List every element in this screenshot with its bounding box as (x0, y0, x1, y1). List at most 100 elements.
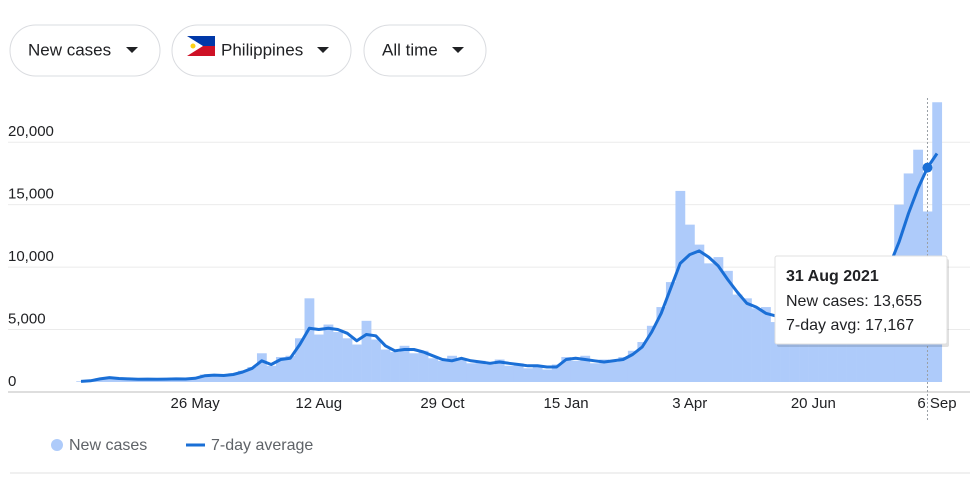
bar (190, 377, 201, 382)
bar (551, 364, 562, 382)
bar (513, 363, 524, 382)
bar (466, 363, 477, 382)
bar (380, 349, 391, 382)
bar (285, 355, 296, 382)
bar (532, 367, 543, 382)
dropdown-box[interactable] (363, 24, 487, 77)
bar (437, 360, 448, 382)
bar (542, 369, 553, 382)
y-tick-label: 20,000 (8, 123, 54, 140)
bar (295, 338, 305, 382)
tooltip-line: New cases: 13,655 (786, 293, 922, 310)
bar (675, 190, 686, 382)
bar (390, 352, 400, 382)
bar (180, 379, 191, 382)
bar (808, 314, 819, 382)
bar (104, 377, 115, 382)
x-tick-label: 20 Jun (791, 395, 836, 412)
bar (152, 379, 163, 382)
bar (485, 364, 496, 382)
plot-area: 0 5,000 10,000 15,000 20,000 26 May 12 Aug 29 O… (8, 102, 970, 412)
legend-swatch (51, 439, 63, 451)
y-tick-label: 15,000 (8, 186, 54, 203)
dropdown-label[interactable]: Philippines (221, 40, 303, 59)
bar (818, 307, 828, 382)
x-tick-label: 6 Sep (917, 395, 956, 412)
bar (218, 375, 229, 382)
bar (703, 263, 714, 382)
bar (599, 359, 610, 382)
bar (409, 353, 419, 382)
bar (494, 359, 505, 382)
bar (256, 353, 267, 382)
dropdown-label[interactable]: New cases (28, 40, 111, 59)
location-dropdown[interactable]: Philippines (171, 24, 352, 77)
legend-label: 7-day average (211, 437, 313, 454)
bar (723, 270, 733, 382)
bar (475, 360, 486, 382)
bar (428, 358, 438, 382)
bar (646, 325, 657, 382)
bar (456, 359, 467, 382)
bar (732, 294, 743, 382)
bar (742, 298, 752, 382)
bar (846, 319, 857, 382)
bar (561, 357, 572, 382)
bar (333, 332, 343, 382)
flag-icon (187, 36, 215, 56)
bar (199, 374, 210, 382)
bar (352, 344, 362, 382)
dropdown-box[interactable] (171, 24, 352, 77)
bar (637, 342, 648, 382)
y-tick-label: 5,000 (8, 311, 46, 328)
bar (570, 360, 581, 382)
tooltip-line: 7-day avg: 17,167 (786, 317, 914, 334)
bar (323, 324, 334, 382)
bar (304, 298, 315, 382)
bar (589, 363, 600, 382)
hover-dot (922, 162, 933, 173)
bar (342, 338, 353, 382)
bar (237, 370, 248, 382)
y-tick-label: 0 (8, 373, 16, 390)
bar (247, 367, 258, 382)
dropdown-label[interactable]: All time (382, 40, 438, 59)
x-tick-label: 29 Oct (420, 395, 465, 412)
dropdown-arrow (126, 47, 138, 53)
bar (523, 368, 534, 382)
x-tick-label: 26 May (171, 395, 221, 412)
tooltip-title: 31 Aug 2021 (786, 268, 879, 285)
bar (209, 376, 220, 382)
metric-dropdown[interactable]: New cases (9, 24, 161, 77)
bar (371, 339, 381, 382)
bar (504, 365, 515, 382)
tooltip-box (774, 255, 948, 345)
bar (266, 365, 277, 382)
x-tick-label: 12 Aug (295, 395, 342, 412)
bar (418, 350, 429, 382)
bar (932, 102, 943, 382)
bar (789, 313, 800, 382)
legend: New cases 7-day average (51, 437, 313, 454)
dropdown-box[interactable] (9, 24, 161, 77)
bar (314, 334, 324, 382)
bar (608, 362, 619, 382)
bar (761, 307, 771, 382)
bar (713, 257, 724, 382)
bar (447, 355, 457, 382)
dropdown-arrow (317, 47, 329, 53)
bar (751, 308, 762, 382)
tooltip: 31 Aug 2021 New cases: 13,655 7-day avg: 1… (774, 98, 949, 422)
range-dropdown[interactable]: All time (363, 24, 487, 77)
bar (228, 373, 239, 382)
bar (580, 355, 591, 382)
dropdown-arrow (452, 47, 464, 53)
bar (656, 307, 667, 382)
bar (770, 322, 781, 382)
bar (627, 350, 638, 382)
y-tick-label: 10,000 (8, 248, 54, 265)
bar (114, 379, 125, 382)
bar (694, 244, 705, 382)
